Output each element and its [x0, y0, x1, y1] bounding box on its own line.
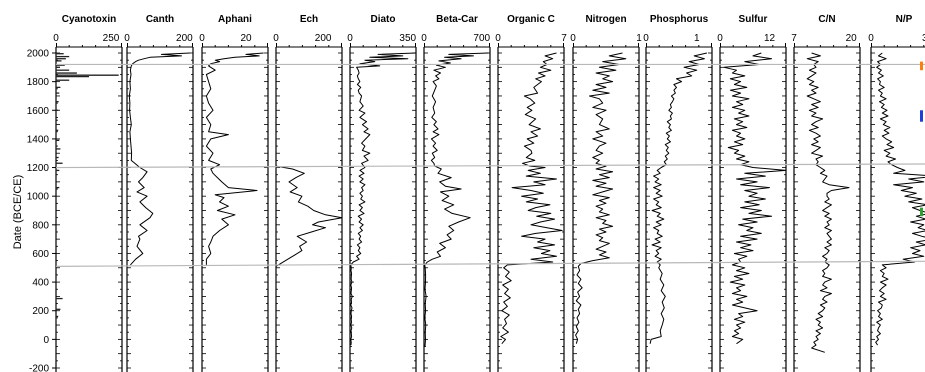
- y-tick-label: 800: [32, 220, 49, 231]
- tick-label: 30: [922, 33, 925, 44]
- tick-label: 0: [273, 33, 279, 44]
- panel-title: Phosphorus: [650, 14, 709, 25]
- tick-label: 0: [868, 33, 874, 44]
- y-tick-label: 200: [32, 306, 49, 317]
- data-line: [806, 52, 850, 353]
- panel-11: N/P 0 30: [868, 14, 925, 372]
- data-line: [205, 52, 264, 265]
- y-tick-label: 0: [43, 335, 49, 346]
- tick-label: 350: [399, 33, 416, 44]
- tick-label: 200: [176, 33, 193, 44]
- reference-line: [55, 260, 925, 267]
- tick-label: 20: [240, 33, 252, 44]
- panel-7: Nitrogen 0 1: [570, 14, 642, 372]
- panel-title: Beta-Car: [436, 14, 478, 25]
- y-tick-label: 400: [32, 278, 49, 289]
- y-tick-label: 2000: [27, 49, 50, 60]
- tick-label: 0: [570, 33, 576, 44]
- tick-label: 0: [347, 33, 353, 44]
- panel-2: Aphani 0 20: [199, 14, 269, 372]
- data-line: [575, 52, 627, 344]
- data-line: [128, 52, 191, 266]
- tick-label: 7: [791, 33, 797, 44]
- panel-10: C/N 7 20: [791, 14, 861, 372]
- reference-line: [55, 163, 925, 169]
- tick-label: 250: [103, 33, 120, 44]
- y-tick-label: 1800: [27, 77, 50, 88]
- y-tick-label: 1600: [27, 106, 50, 117]
- tick-label: 12: [764, 33, 776, 44]
- colored-marks: [920, 61, 923, 217]
- panel-3: Ech 0 200: [273, 14, 343, 372]
- panel-title: Canth: [146, 14, 174, 25]
- data-line: [350, 52, 417, 346]
- tick-label: 0: [643, 33, 649, 44]
- data-line: [424, 52, 489, 347]
- panel-title: Sulfur: [739, 14, 768, 25]
- tick-label: 1: [694, 33, 700, 44]
- data-line: [500, 52, 563, 345]
- panel-title: Ech: [300, 14, 318, 25]
- panel-title: Organic C: [507, 14, 555, 25]
- y-axis-title: Date (BCE/CE): [12, 175, 24, 250]
- tick-label: 0: [199, 33, 205, 44]
- y-tick-label: 1000: [27, 192, 50, 203]
- panel-title: Cyanotoxin: [62, 14, 116, 25]
- colored-mark: [920, 207, 923, 217]
- tick-label: 0: [53, 33, 59, 44]
- colored-mark: [920, 110, 923, 122]
- tick-label: 1: [636, 33, 642, 44]
- data-line: [649, 52, 708, 344]
- tick-label: 0: [717, 33, 723, 44]
- y-axis: 2000180016001400120010008006004002000-20…: [27, 49, 56, 372]
- panel-title: Aphani: [218, 14, 252, 25]
- panel-title: N/P: [896, 14, 913, 25]
- y-tick-label: -200: [29, 364, 49, 372]
- panel-9: Sulfur 0 12: [717, 14, 787, 372]
- panel-6: Organic C 0 7: [495, 14, 567, 372]
- tick-label: 0: [495, 33, 501, 44]
- y-tick-label: 1400: [27, 134, 50, 145]
- tick-label: 7: [561, 33, 567, 44]
- tick-label: 700: [473, 33, 490, 44]
- panel-1: Canth 0 200: [124, 14, 194, 372]
- panel-5: Beta-Car 0 700: [421, 14, 491, 372]
- tick-label: 0: [124, 33, 130, 44]
- data-line: [275, 53, 343, 267]
- tick-label: 200: [315, 33, 332, 44]
- colored-mark: [920, 61, 923, 71]
- data-line: [723, 52, 787, 345]
- y-tick-label: 600: [32, 249, 49, 260]
- data-line: [875, 52, 925, 346]
- tick-label: 0: [421, 33, 427, 44]
- reference-lines: [55, 63, 925, 267]
- panel-title: Diato: [371, 14, 396, 25]
- y-tick-label: 1200: [27, 163, 50, 174]
- panel-4: Diato 0 350: [347, 14, 417, 372]
- panel-title: Nitrogen: [585, 14, 626, 25]
- tick-label: 20: [846, 33, 858, 44]
- panel-title: C/N: [818, 14, 835, 25]
